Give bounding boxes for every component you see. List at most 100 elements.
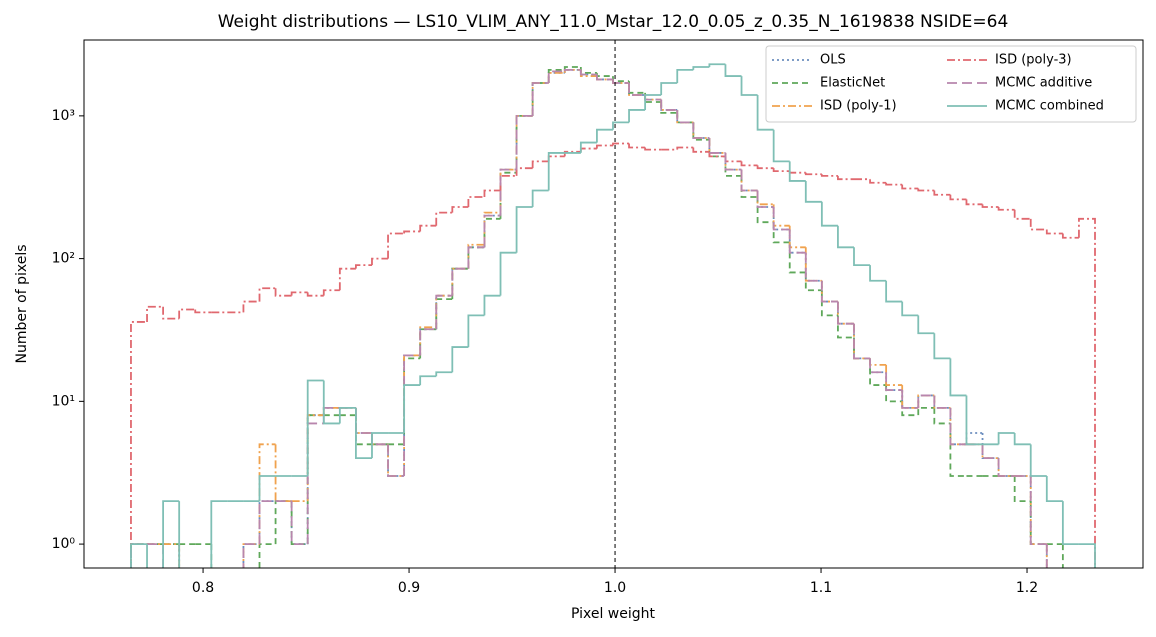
histogram-step <box>1029 218 1047 231</box>
histogram-step <box>1045 475 1063 503</box>
histogram-step <box>483 214 501 248</box>
histogram-step <box>130 543 148 568</box>
histogram-step <box>483 217 501 248</box>
histogram-step <box>869 179 887 184</box>
histogram-step <box>997 458 1015 477</box>
histogram-step <box>644 147 662 151</box>
histogram-step <box>788 229 806 254</box>
histogram-step <box>981 433 999 460</box>
histogram-step <box>306 414 324 545</box>
histogram-step <box>804 252 822 282</box>
histogram-step <box>885 385 903 403</box>
histogram-step <box>740 169 758 192</box>
histogram-step <box>258 475 276 502</box>
histogram-step <box>483 294 501 316</box>
histogram-step <box>612 121 630 130</box>
histogram-step <box>804 172 822 176</box>
histogram-step <box>628 82 646 96</box>
histogram-step <box>387 444 405 477</box>
y-tick-label: 10³ <box>52 108 75 124</box>
histogram-step <box>355 415 372 446</box>
histogram-step <box>355 407 372 434</box>
histogram-step <box>756 95 774 131</box>
histogram-step <box>435 294 453 330</box>
histogram-step <box>981 444 999 460</box>
histogram-step <box>435 371 453 377</box>
histogram-step <box>901 385 919 409</box>
histogram-step <box>660 102 678 114</box>
histogram-step <box>997 432 1015 445</box>
histogram-step <box>692 122 710 139</box>
histogram-step <box>596 74 613 81</box>
histogram-step <box>949 407 967 446</box>
histogram-step <box>419 326 437 356</box>
histogram-step <box>1061 233 1079 239</box>
histogram-step <box>290 501 308 545</box>
histogram-step <box>451 267 469 296</box>
histogram-step <box>740 169 758 192</box>
y-axis-label: Number of pixels <box>14 244 30 363</box>
histogram-step <box>997 458 1015 477</box>
histogram-step <box>1029 475 1047 545</box>
histogram-step <box>724 156 742 163</box>
legend-label: MCMC combined <box>995 99 1104 114</box>
histogram-step <box>612 142 630 146</box>
histogram-step <box>676 109 694 124</box>
histogram-step <box>1045 229 1063 235</box>
y-tick-label: 10² <box>52 251 75 267</box>
histogram-step <box>901 390 919 409</box>
histogram-step <box>531 82 549 116</box>
legend-label: ISD (poly-3) <box>995 53 1072 68</box>
histogram-step <box>451 346 469 373</box>
histogram-step <box>355 407 372 434</box>
histogram-step <box>467 246 485 269</box>
histogram-step <box>306 292 324 297</box>
histogram-step <box>531 160 549 169</box>
histogram-step <box>820 280 838 303</box>
histogram-step <box>306 414 324 502</box>
legend: OLS ElasticNet ISD (poly-1) ISD (poly-3) MCM… <box>765 45 1137 123</box>
histogram-step <box>547 71 565 83</box>
histogram-step <box>596 72 613 77</box>
histogram-step <box>853 247 871 267</box>
histogram-step <box>837 175 854 181</box>
histogram-step <box>130 321 148 568</box>
histogram-step <box>146 544 148 568</box>
histogram-step <box>258 287 276 302</box>
histogram-step <box>949 423 967 477</box>
histogram-step <box>965 199 983 206</box>
histogram-step <box>306 422 324 545</box>
histogram-step <box>242 543 260 568</box>
histogram-step <box>804 272 822 292</box>
x-tick-label: 1.0 <box>604 580 626 596</box>
histogram-step <box>1013 475 1031 503</box>
histogram-step <box>387 232 405 259</box>
legend-label: OLS <box>820 53 846 68</box>
histogram-step <box>274 500 292 545</box>
histogram-step <box>949 407 967 446</box>
histogram-step <box>708 63 726 67</box>
histogram-step <box>724 152 742 171</box>
histogram-step <box>692 147 710 153</box>
histogram-step <box>467 246 485 269</box>
histogram-step <box>804 180 822 203</box>
histogram-step <box>869 265 887 282</box>
histogram-step <box>563 150 581 157</box>
histogram-step <box>1045 544 1048 568</box>
histogram-step <box>933 333 951 360</box>
histogram-step <box>130 543 148 568</box>
histogram-step <box>355 407 372 460</box>
histogram-step <box>146 305 164 322</box>
histogram-step <box>338 267 356 291</box>
histogram-step <box>290 501 308 545</box>
histogram-step <box>306 414 324 545</box>
plot-frame <box>83 39 1144 569</box>
histogram-step <box>563 68 581 72</box>
histogram-step <box>933 190 951 196</box>
histogram-step <box>724 156 742 177</box>
histogram-step <box>1029 475 1047 545</box>
histogram-step <box>242 543 260 568</box>
histogram-step <box>483 189 501 198</box>
histogram-step <box>804 247 822 282</box>
histogram-step <box>933 395 951 409</box>
